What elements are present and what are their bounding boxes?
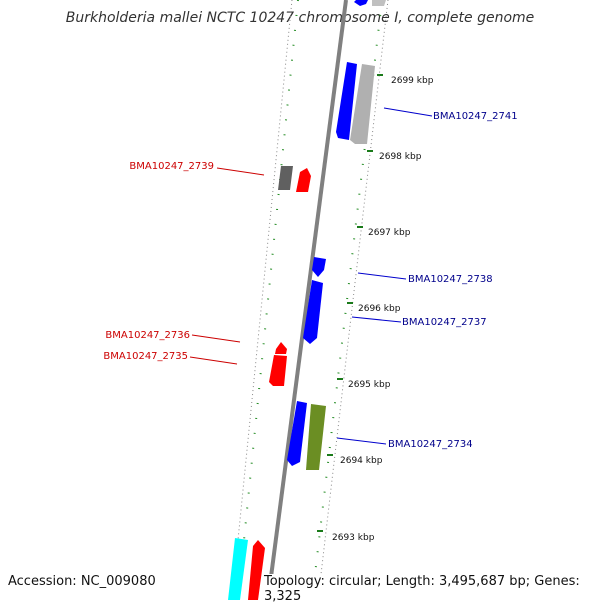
tick-label: 2693 kbp [332, 533, 375, 543]
tick-label: 2694 kbp [340, 456, 383, 466]
tick-label: 2699 kbp [391, 76, 434, 86]
gc-guide-left [237, 0, 299, 600]
gene-2736 [275, 342, 287, 354]
tick-mark [357, 226, 363, 228]
tick-mark [377, 74, 383, 76]
map-title: Burkholderia mallei NCTC 10247 chromosom… [65, 10, 535, 26]
track-outline-outer [317, 0, 389, 600]
tick-mark [327, 454, 333, 456]
leader-2741 [383, 107, 433, 117]
gene-bottom-cyan [228, 538, 248, 600]
tick-label: 2696 kbp [358, 304, 401, 314]
gene-2737 [303, 280, 323, 344]
gene-label-2735[interactable]: BMA10247_2735 [103, 351, 188, 362]
gene-label-2741[interactable]: BMA10247_2741 [433, 111, 518, 122]
tick-label: 2695 kbp [348, 380, 391, 390]
leader-2734 [336, 437, 387, 445]
gene-2741-grey [350, 64, 375, 144]
gene-2741-reverse [336, 62, 357, 140]
gene-2739-red [296, 168, 311, 192]
gene-label-2738[interactable]: BMA10247_2738 [408, 274, 493, 285]
leader-2739 [216, 167, 265, 176]
chromosome-backbone [266, 0, 348, 600]
gene-2740-top-blue [354, 0, 368, 6]
gene-bottom-red [248, 540, 265, 600]
leader-2735 [189, 356, 238, 365]
tick-mark [347, 302, 353, 304]
tick-marks [317, 74, 383, 532]
gene-label-2737[interactable]: BMA10247_2737 [402, 317, 487, 328]
tick-mark [367, 150, 373, 152]
accession-label: Accession: NC_009080 [8, 574, 156, 589]
tick-label: 2698 kbp [379, 152, 422, 162]
gene-2738 [312, 257, 326, 277]
gene-label-2734[interactable]: BMA10247_2734 [388, 439, 473, 450]
gene-label-2739[interactable]: BMA10247_2739 [129, 161, 214, 172]
gene-2739-grey [278, 166, 293, 190]
leader-2736 [191, 334, 241, 343]
tick-mark [337, 378, 343, 380]
gene-2740-top-grey [372, 0, 386, 6]
topology-label: Topology: circular; Length: 3,495,687 bp… [262, 574, 600, 604]
leader-2738 [357, 272, 407, 280]
tick-mark [317, 530, 323, 532]
gene-2733-olive [306, 404, 326, 470]
track-outline-inner [231, 0, 293, 600]
gene-label-2736[interactable]: BMA10247_2736 [105, 330, 190, 341]
gene-2735 [269, 355, 287, 386]
gene-2734 [287, 401, 307, 466]
leader-2737 [351, 316, 402, 323]
tick-label: 2697 kbp [368, 228, 411, 238]
